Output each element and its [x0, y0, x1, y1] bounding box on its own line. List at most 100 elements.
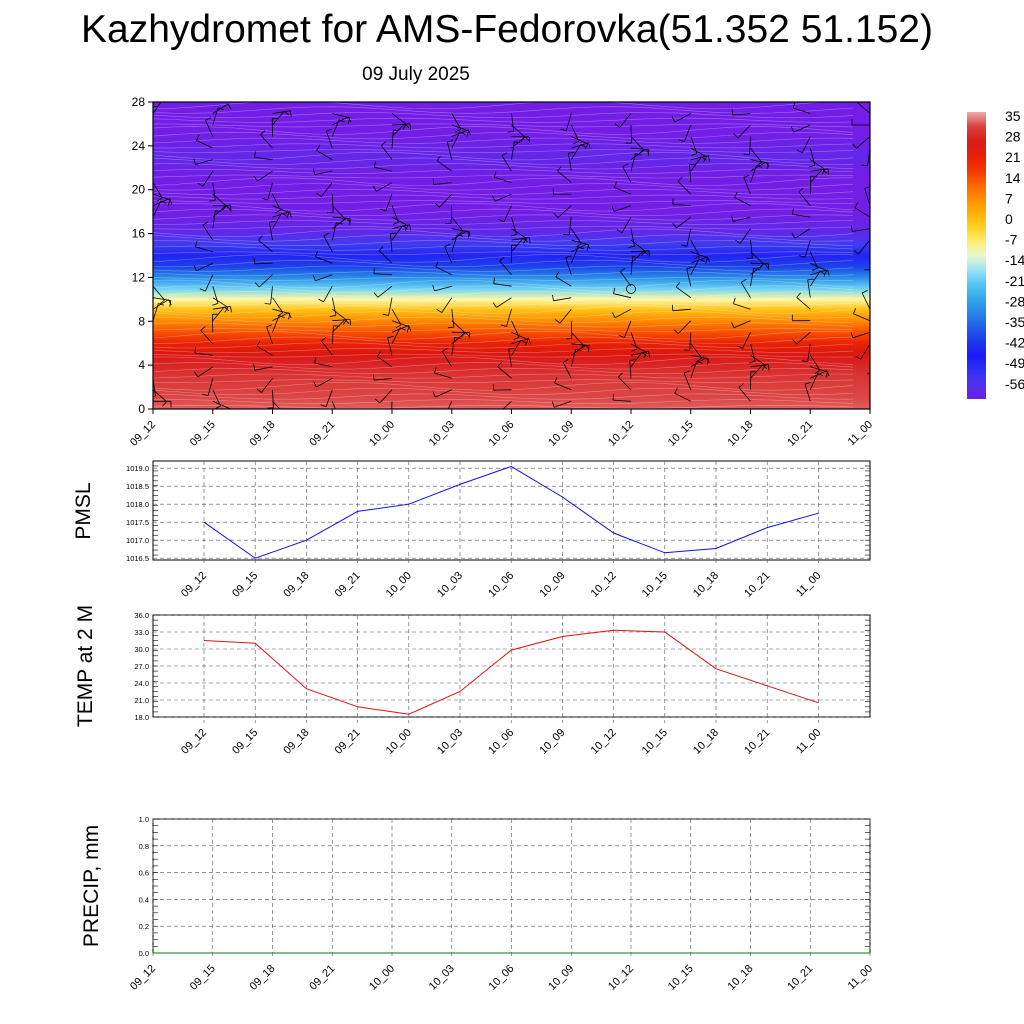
wind-barb — [272, 110, 291, 114]
wind-barb — [570, 320, 573, 339]
wind-barb — [739, 228, 751, 244]
wind-barb-flag — [159, 299, 165, 305]
wind-barb-flag — [344, 319, 350, 325]
wind-barb-flag — [195, 240, 198, 247]
wind-barb-flag — [563, 233, 570, 236]
wind-barb — [451, 309, 455, 328]
wind-barb-flag — [707, 256, 711, 263]
wind-barb — [435, 389, 452, 398]
wind-barb-flag — [796, 292, 801, 298]
wind-barb-flag — [872, 383, 878, 384]
wind-barb — [272, 315, 280, 333]
wind-barb-flag — [373, 374, 375, 381]
wind-barb — [257, 170, 273, 182]
wind-barb — [388, 297, 393, 316]
wind-barb-flag — [321, 336, 327, 342]
wind-barb — [385, 193, 393, 212]
x-tick-label: 10_21 — [785, 419, 815, 449]
x-tick-label: 09_12 — [128, 419, 158, 449]
wind-barb — [373, 273, 393, 276]
wind-barb-flag — [768, 364, 770, 371]
x-tick-label: 10_06 — [487, 419, 517, 449]
wind-barb — [511, 216, 517, 235]
wind-barb-flag — [435, 261, 439, 267]
wind-barb-flag — [318, 298, 324, 303]
wind-barb — [272, 401, 281, 409]
wind-barb-flag — [733, 133, 739, 139]
y-tick-label: 28 — [132, 95, 146, 109]
colorbar-label: -28 — [1005, 293, 1024, 309]
wind-barb-flag — [759, 263, 764, 269]
wind-barb — [506, 309, 512, 327]
wind-barb-flag — [827, 168, 830, 175]
wind-barb — [493, 283, 512, 287]
wind-barb — [441, 351, 453, 368]
wind-barb-flag — [460, 332, 466, 338]
wind-barb — [686, 268, 692, 287]
wind-barb-flag — [375, 398, 380, 404]
wind-barb — [511, 124, 526, 138]
wind-barb-flag — [696, 357, 703, 362]
wind-barb-flag — [215, 210, 222, 212]
wind-barb-flag — [200, 326, 206, 331]
wind-barb-flag — [253, 364, 256, 371]
wind-barb-flag — [436, 155, 441, 162]
wind-barb — [451, 228, 470, 233]
wind-barb-flag — [854, 202, 859, 208]
wind-barb-flag — [138, 379, 143, 382]
wind-barb — [852, 228, 870, 232]
wind-barb — [750, 159, 769, 164]
wind-barb — [494, 176, 512, 183]
x-tick-label: 09_18 — [248, 963, 278, 993]
wind-barb — [212, 286, 219, 304]
wind-barb-flag — [258, 235, 263, 241]
wind-barb-flag — [342, 319, 347, 326]
wind-barb-flag — [681, 244, 688, 247]
colorbar-label: -49 — [1005, 355, 1024, 371]
wind-barb — [571, 142, 589, 149]
wind-barb-flag — [434, 202, 440, 208]
wind-barb — [624, 320, 632, 338]
wind-barb — [613, 293, 632, 299]
y-tick-label: 0.8 — [139, 842, 149, 851]
wind-barb — [331, 297, 337, 316]
temperature-heatmap: 0 4 8 12 16 20 24 28 09_12 09_15 09_18 09_21 10_00 10… — [128, 95, 878, 449]
wind-barb-flag — [799, 255, 806, 258]
wind-barb — [153, 198, 170, 206]
wind-barb — [332, 216, 351, 220]
wind-barb — [740, 282, 751, 298]
colorbar-label: 0 — [1005, 211, 1013, 227]
wind-barb-flag — [226, 205, 231, 211]
wind-barb — [511, 339, 522, 356]
wind-barb-flag — [827, 269, 830, 276]
wind-barb — [672, 204, 691, 206]
wind-barb-flag — [808, 165, 816, 168]
wind-barb — [511, 237, 524, 252]
wind-barb-flag — [140, 120, 144, 124]
colorbar-label: -7 — [1005, 232, 1018, 248]
wind-barb — [686, 228, 692, 247]
wind-barb — [153, 331, 154, 333]
wind-barb — [869, 182, 870, 183]
wind-barb — [254, 366, 273, 371]
wind-barb — [869, 296, 870, 298]
wind-barb-flag — [153, 106, 158, 108]
wind-barb-flag — [551, 401, 555, 408]
wind-barb — [256, 345, 273, 356]
wind-barb-flag — [731, 215, 734, 222]
wind-barb-flag — [850, 225, 853, 232]
wind-barb — [314, 170, 333, 175]
wind-barb-flag — [372, 185, 377, 192]
wind-barb — [391, 309, 402, 325]
wind-barb-flag — [565, 255, 572, 258]
x-tick-label: 10_06 — [486, 570, 516, 600]
y-tick-label: 1.0 — [139, 815, 149, 824]
wind-barb — [258, 239, 273, 253]
wind-barb — [195, 159, 213, 165]
wind-barb-flag — [560, 128, 567, 132]
y-tick-label: 24.0 — [134, 679, 149, 688]
wind-barb — [570, 228, 582, 244]
wind-barb — [690, 156, 702, 172]
wind-barb — [689, 164, 692, 183]
wind-barb-flag — [683, 370, 690, 374]
